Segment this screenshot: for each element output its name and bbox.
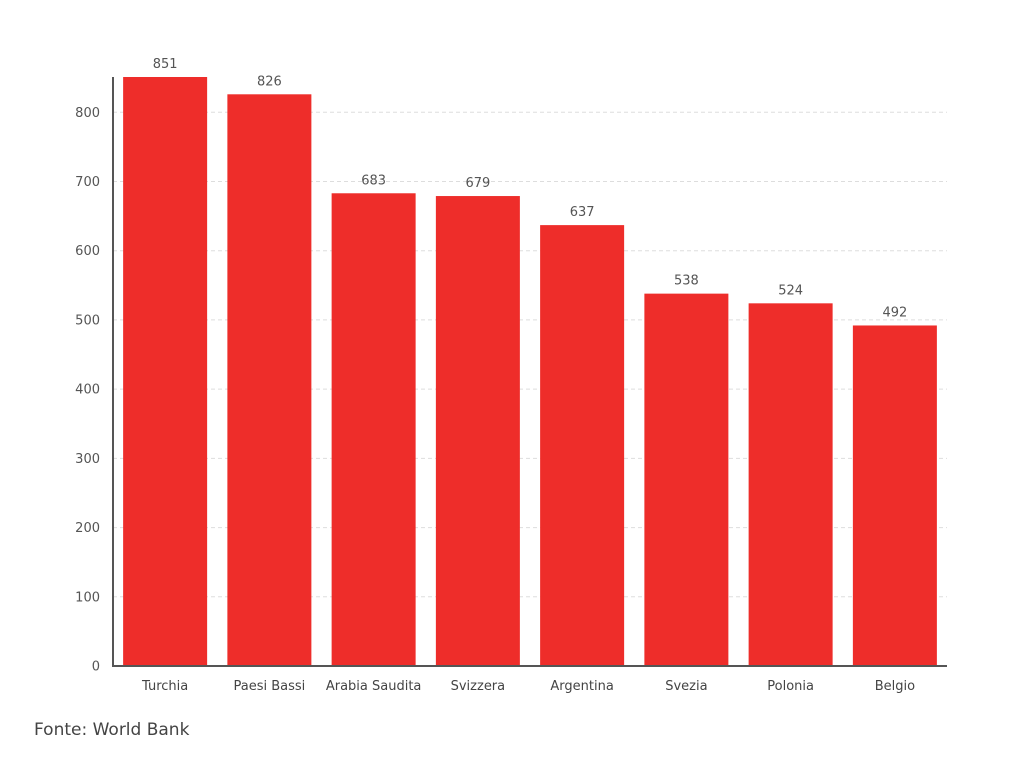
- bar-1: [123, 77, 208, 666]
- bar-4: [435, 196, 520, 666]
- x-tick-label: Belgio: [875, 679, 915, 694]
- bar-5: [540, 225, 625, 666]
- y-tick-label: 800: [75, 106, 100, 121]
- data-label: 851: [153, 57, 178, 72]
- source-note: Fonte: World Bank: [34, 720, 190, 740]
- y-tick-label: 200: [75, 521, 100, 536]
- x-tick-label: Paesi Bassi: [233, 679, 305, 694]
- y-tick-label: 400: [75, 383, 100, 398]
- bar-chart: 0 100 200 300 400 500 600 700 800 851 Turchia 826 Pa…: [75, 57, 947, 694]
- data-label: 492: [882, 305, 907, 320]
- y-tick-label: 600: [75, 244, 100, 259]
- y-tick-label: 100: [75, 590, 100, 605]
- y-tick-label: 700: [75, 175, 100, 190]
- data-label: 679: [465, 176, 490, 191]
- bar-8: [852, 325, 937, 666]
- bar-2: [227, 94, 312, 667]
- data-label: 683: [361, 173, 386, 188]
- data-label: 826: [257, 74, 282, 89]
- x-tick-label: Turchia: [141, 679, 188, 694]
- data-label: 524: [778, 283, 803, 298]
- x-tick-label: Svezia: [665, 679, 707, 694]
- y-tick-label: 300: [75, 452, 100, 467]
- data-label: 538: [674, 274, 699, 289]
- bar-6: [644, 293, 729, 666]
- x-tick-label: Svizzera: [451, 679, 506, 694]
- data-label: 637: [570, 205, 595, 220]
- x-tick-label: Polonia: [767, 679, 814, 694]
- x-tick-label: Arabia Saudita: [326, 679, 422, 694]
- bar-3: [331, 193, 416, 666]
- bar-7: [748, 303, 833, 666]
- x-tick-label: Argentina: [550, 679, 613, 694]
- y-tick-label: 500: [75, 313, 100, 328]
- y-tick-label: 0: [92, 660, 100, 675]
